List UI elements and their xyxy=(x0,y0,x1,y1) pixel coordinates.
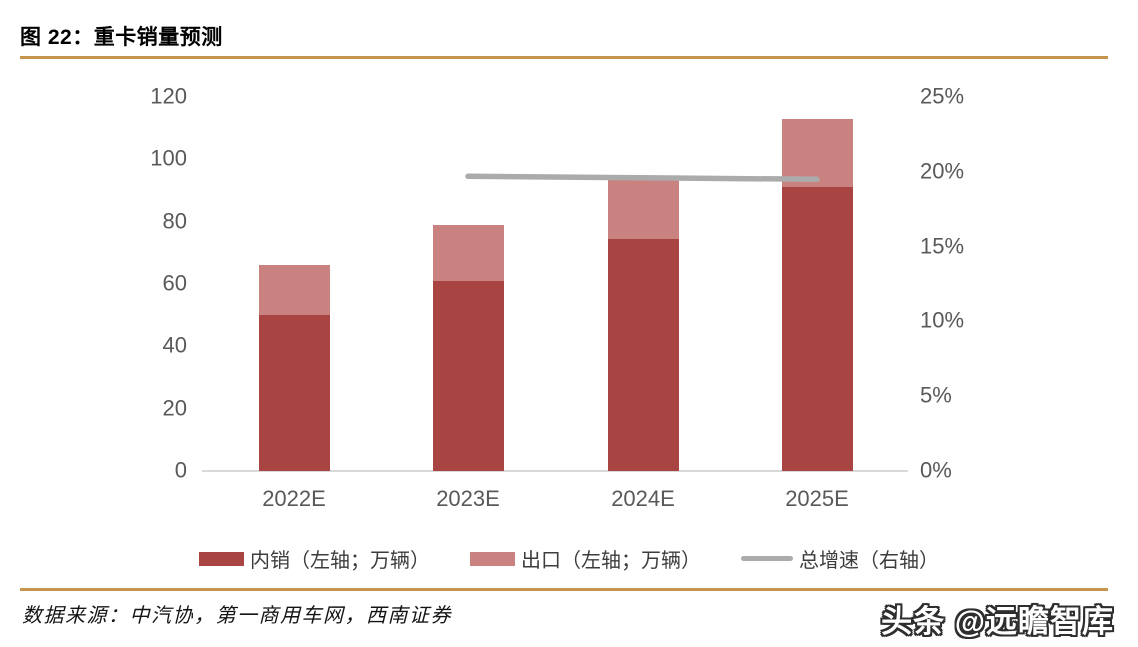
legend-item-domestic: 内销（左轴；万辆） xyxy=(199,544,430,573)
left-axis-tick-80: 80 xyxy=(162,208,187,234)
title-divider-rule xyxy=(20,56,1108,59)
footer-divider-rule xyxy=(20,588,1108,591)
watermark-text: 头条 @远瞻智库 xyxy=(881,604,1114,639)
export-sales-swatch xyxy=(470,551,515,566)
right-axis-tick-10pct: 10% xyxy=(920,307,965,333)
legend-label-domestic: 内销（左轴；万辆） xyxy=(250,550,430,572)
bar-domestic-2024E xyxy=(607,238,679,471)
bar-domestic-2023E xyxy=(432,280,504,471)
right-axis-tick-20pct: 20% xyxy=(920,158,965,184)
bar-domestic-2022E xyxy=(258,315,330,471)
x-axis-label-2023E: 2023E xyxy=(436,486,500,511)
bar-domestic-2025E xyxy=(781,187,853,471)
chart-legend: 内销（左轴；万辆） 出口（左轴；万辆） 总增速（右轴） xyxy=(0,544,1138,573)
x-axis-baseline xyxy=(202,470,908,472)
legend-item-export: 出口（左轴；万辆） xyxy=(470,544,701,573)
left-axis-tick-20: 20 xyxy=(162,395,187,421)
right-axis-tick-5pct: 5% xyxy=(920,382,952,408)
growth-rate-line-swatch xyxy=(741,556,793,561)
x-axis-label-2022E: 2022E xyxy=(262,486,326,511)
right-axis-tick-25pct: 25% xyxy=(920,83,965,109)
data-source-note: 数据来源：中汽协，第一商用车网，西南证券 xyxy=(22,605,452,627)
left-axis-tick-100: 100 xyxy=(150,145,187,171)
right-axis-tick-15pct: 15% xyxy=(920,233,965,259)
x-axis-label-2025E: 2025E xyxy=(785,486,849,511)
domestic-sales-swatch xyxy=(199,551,244,566)
figure-title: 图 22：重卡销量预测 xyxy=(20,26,223,49)
bar-export-2022E xyxy=(258,265,330,316)
legend-label-growth: 总增速（右轴） xyxy=(799,550,939,572)
x-axis-label-2024E: 2024E xyxy=(611,486,675,511)
left-axis-tick-40: 40 xyxy=(162,332,187,358)
bar-export-2025E xyxy=(781,118,853,188)
left-axis-tick-120: 120 xyxy=(150,83,187,109)
legend-item-growth: 总增速（右轴） xyxy=(741,544,939,573)
bar-export-2023E xyxy=(432,224,504,281)
left-axis-tick-60: 60 xyxy=(162,270,187,296)
left-axis-tick-0: 0 xyxy=(174,457,187,483)
right-axis-tick-0pct: 0% xyxy=(920,457,952,483)
bar-export-2024E xyxy=(607,179,679,239)
legend-label-export: 出口（左轴；万辆） xyxy=(521,550,701,572)
